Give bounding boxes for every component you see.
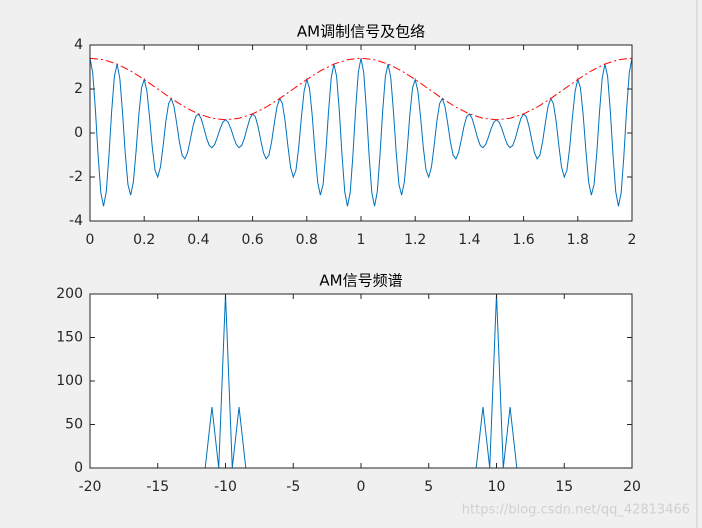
x-tick-label: 10 [488, 479, 506, 495]
plot-area [90, 294, 632, 468]
y-tick-label: 2 [74, 81, 83, 97]
x-tick-label: 15 [555, 479, 573, 495]
x-tick-label: 0 [357, 479, 366, 495]
y-tick-label: -4 [69, 213, 83, 229]
x-tick-label: -5 [286, 479, 300, 495]
x-tick-label: 0.6 [241, 232, 263, 248]
x-tick-label: -15 [146, 479, 169, 495]
chart-title: AM调制信号及包络 [297, 23, 425, 41]
x-tick-label: 1.4 [458, 232, 480, 248]
y-tick-label: 0 [74, 125, 83, 141]
x-tick-label: 1.2 [404, 232, 426, 248]
x-tick-label: 2 [628, 232, 637, 248]
y-tick-label: 200 [56, 286, 83, 302]
y-tick-label: 150 [56, 330, 83, 346]
x-tick-label: 5 [424, 479, 433, 495]
x-tick-label: 0.2 [133, 232, 155, 248]
x-tick-label: 0.4 [187, 232, 209, 248]
series-line [90, 58, 632, 207]
x-tick-label: -20 [79, 479, 102, 495]
y-tick-label: 100 [56, 373, 83, 389]
x-tick-label: 1.8 [567, 232, 589, 248]
y-tick-label: 0 [74, 460, 83, 476]
x-tick-label: 20 [623, 479, 641, 495]
x-tick-label: 1.6 [512, 232, 534, 248]
y-tick-label: 4 [74, 37, 83, 53]
chart-title: AM信号频谱 [319, 272, 402, 290]
x-tick-label: 0 [86, 232, 95, 248]
x-tick-label: -10 [214, 479, 237, 495]
y-tick-label: 50 [65, 417, 83, 433]
series-line [90, 57, 632, 121]
watermark: https://blog.csdn.net/qq_42813466 [462, 503, 690, 518]
plot-area [90, 45, 632, 221]
y-tick-label: -2 [69, 169, 83, 185]
x-tick-label: 0.8 [296, 232, 318, 248]
x-tick-label: 1 [357, 232, 366, 248]
